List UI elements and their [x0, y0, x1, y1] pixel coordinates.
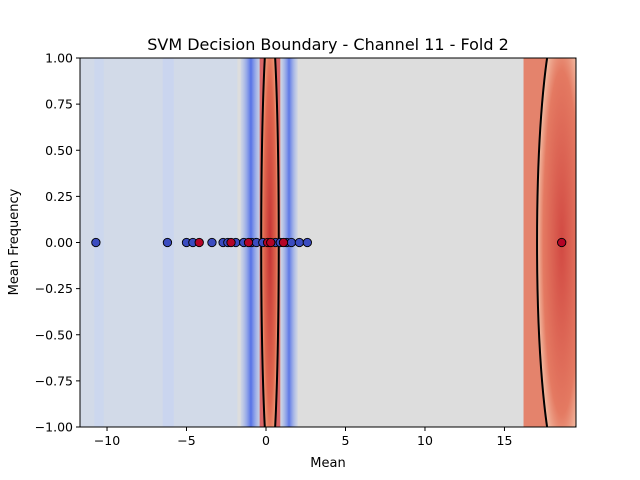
x-axis-label: Mean — [310, 456, 345, 471]
data-points — [91, 237, 567, 248]
x-tick-label: −10 — [94, 433, 120, 448]
x-tick-label: 10 — [417, 433, 433, 448]
point-class-0 — [294, 237, 305, 248]
x-tick-label: 15 — [497, 433, 513, 448]
y-axis-label: Mean Frequency — [7, 188, 22, 295]
y-tick-label: −1.00 — [35, 420, 73, 435]
point-class-0 — [162, 237, 173, 248]
y-axis: −1.00 −0.75 −0.50 −0.25 0.00 0.25 0.50 0.75 1.00 — [35, 51, 80, 435]
x-tick-label: −5 — [177, 433, 195, 448]
decision-boundary-1 — [536, 58, 576, 427]
plot-area — [80, 58, 576, 427]
y-tick-label: −0.75 — [35, 373, 73, 388]
x-axis: −10 −5 0 5 10 15 — [94, 427, 513, 448]
point-class-0 — [207, 237, 217, 248]
y-tick-label: 0.00 — [45, 235, 73, 250]
region-positive-1 — [537, 58, 576, 427]
point-class-1 — [557, 237, 567, 248]
y-tick-label: 0.25 — [45, 189, 73, 204]
y-tick-label: −0.50 — [35, 327, 73, 342]
x-tick-label: 5 — [342, 433, 350, 448]
y-tick-label: 1.00 — [45, 51, 73, 66]
point-class-1 — [266, 237, 276, 248]
point-class-1 — [278, 237, 289, 248]
point-class-0 — [302, 237, 312, 248]
point-class-1 — [243, 237, 254, 248]
y-tick-label: 0.75 — [45, 97, 73, 112]
point-class-1 — [194, 237, 204, 248]
point-class-0 — [91, 237, 101, 248]
chart-title: SVM Decision Boundary - Channel 11 - Fol… — [147, 35, 509, 54]
point-class-0 — [286, 237, 297, 248]
y-tick-label: 0.50 — [45, 143, 73, 158]
x-tick-label: 0 — [262, 433, 270, 448]
point-class-1 — [226, 237, 236, 248]
y-tick-label: −0.25 — [35, 281, 73, 296]
